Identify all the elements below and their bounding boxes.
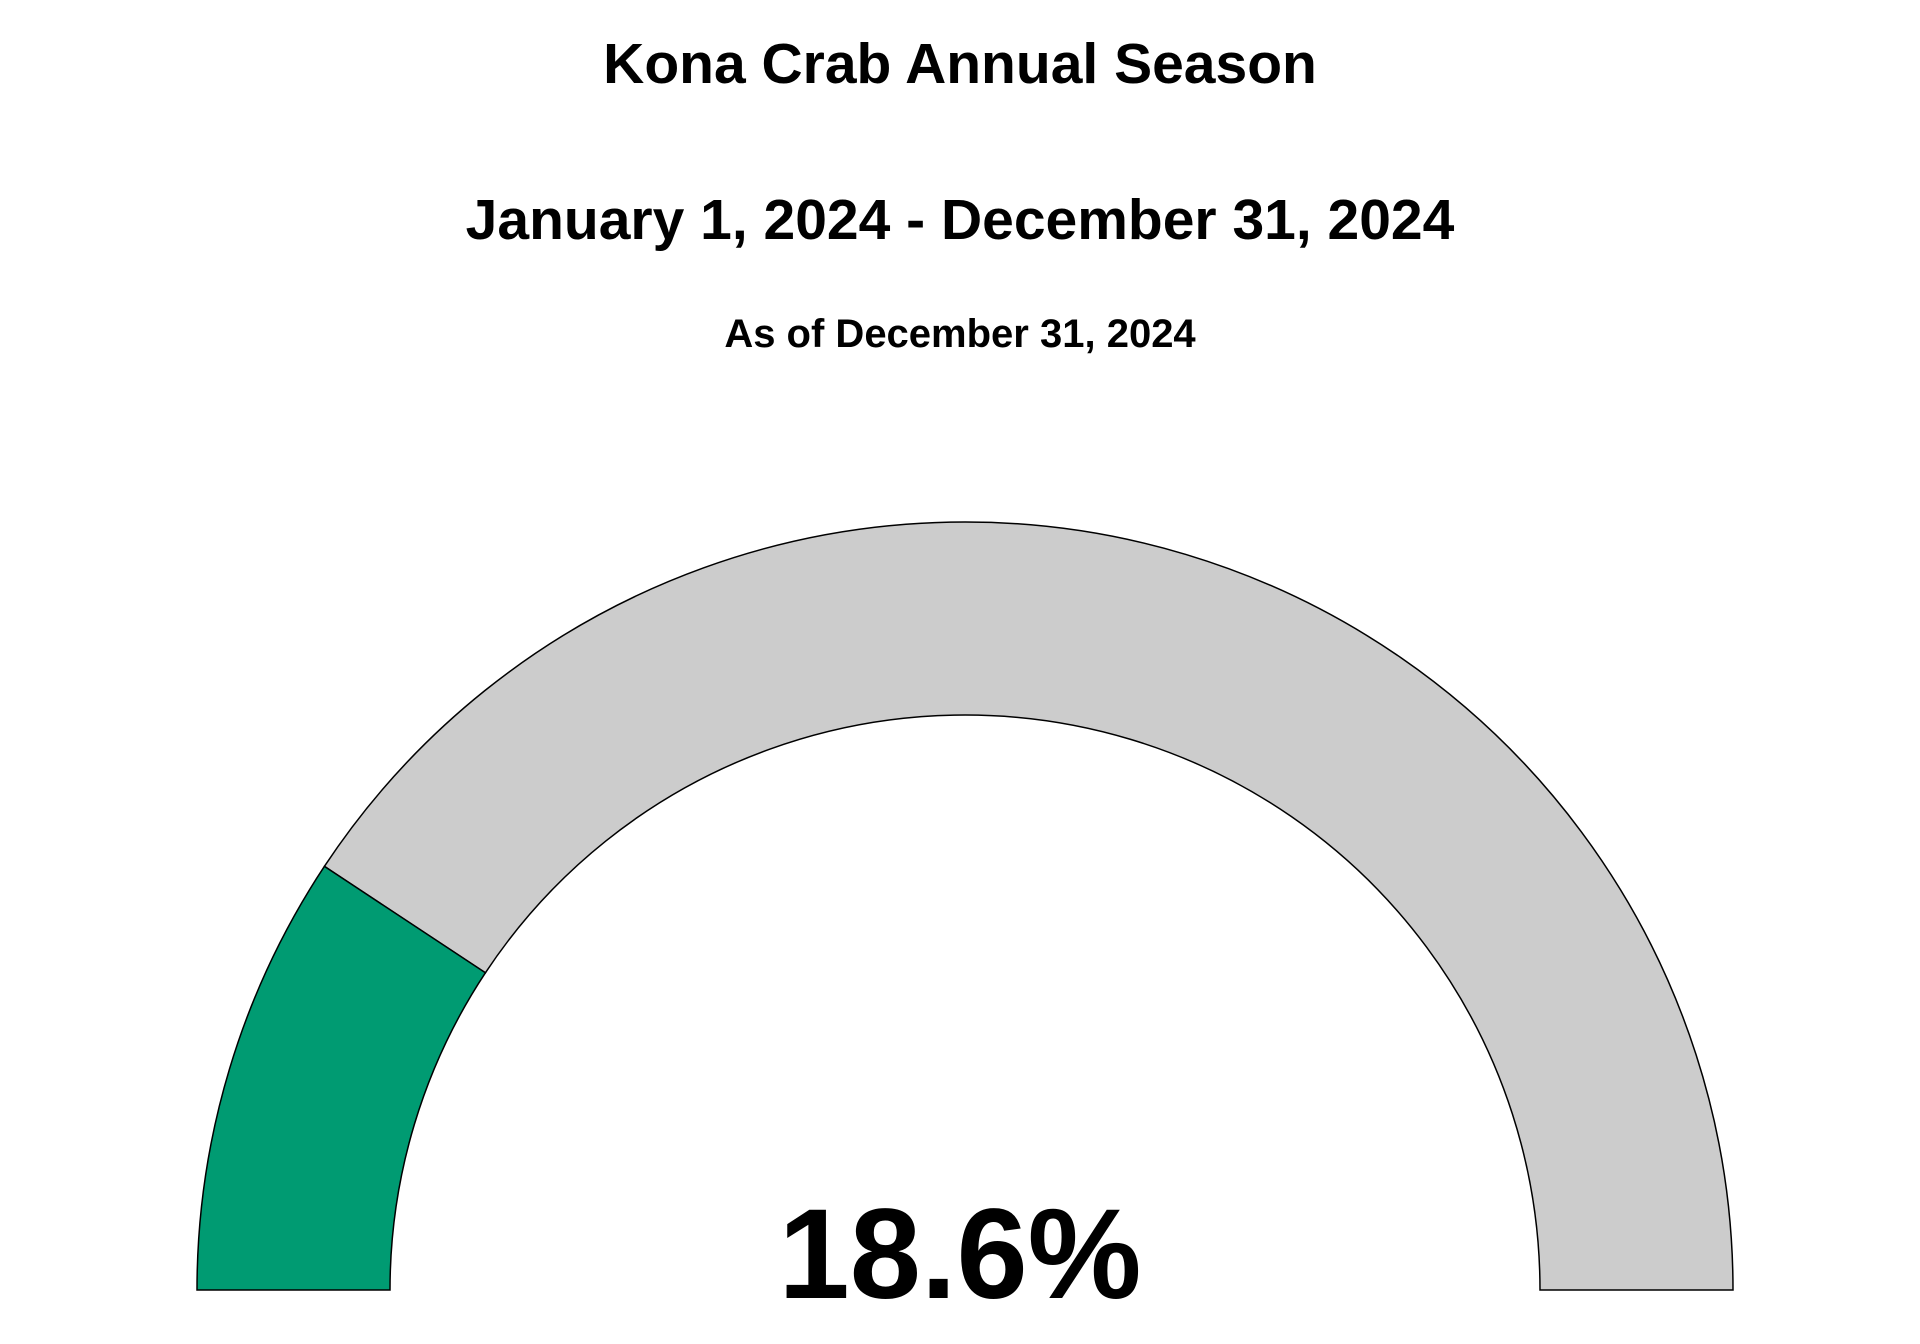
as-of-date: As of December 31, 2024 <box>724 312 1196 356</box>
chart-title: Kona Crab Annual Season <box>603 32 1317 96</box>
gauge-value-label: 18.6% <box>778 1183 1142 1326</box>
chart-subtitle: January 1, 2024 - December 31, 2024 <box>465 188 1455 252</box>
gauge-remaining-segment <box>323 521 1734 1291</box>
gauge-filled-segment <box>196 865 487 1291</box>
